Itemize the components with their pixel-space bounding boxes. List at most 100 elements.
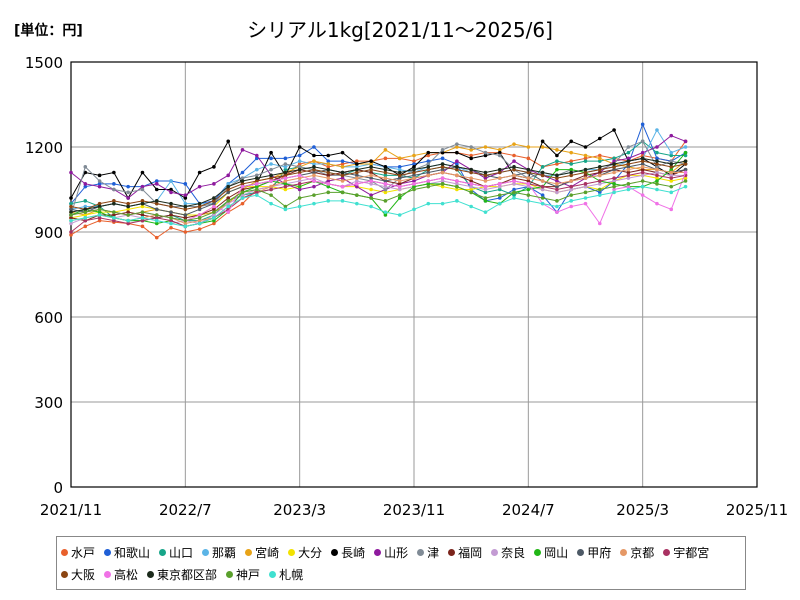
axes: 0 300 600 900 1200 1500 2021/11 2022/7 2023/3 202… xyxy=(25,54,788,519)
data-point xyxy=(440,148,445,152)
data-point xyxy=(283,207,288,212)
data-point xyxy=(469,182,473,186)
data-point xyxy=(412,184,416,189)
legend-item: 神戸 xyxy=(226,563,260,585)
data-point xyxy=(455,184,459,189)
data-point xyxy=(555,162,559,166)
data-point xyxy=(597,153,602,158)
data-point xyxy=(269,167,273,172)
data-point xyxy=(312,184,316,189)
data-point xyxy=(283,173,288,178)
data-point xyxy=(154,179,159,183)
data-point xyxy=(440,156,445,161)
data-point xyxy=(212,182,216,186)
data-point xyxy=(483,150,488,155)
data-point xyxy=(412,182,416,186)
series-line xyxy=(70,129,686,200)
data-point xyxy=(555,148,559,152)
data-point xyxy=(283,179,288,183)
data-point xyxy=(583,167,588,172)
data-point xyxy=(455,165,459,169)
data-point xyxy=(169,225,173,230)
data-point xyxy=(569,173,574,178)
data-point xyxy=(383,176,388,180)
data-point xyxy=(555,210,559,214)
data-point xyxy=(326,170,331,175)
data-point xyxy=(640,173,645,178)
data-point xyxy=(369,187,373,192)
data-point xyxy=(112,182,116,186)
data-point xyxy=(683,167,688,172)
data-point xyxy=(254,182,259,186)
data-point xyxy=(640,139,645,144)
data-point xyxy=(126,207,130,212)
data-point xyxy=(626,184,631,189)
data-point xyxy=(140,224,145,229)
data-point xyxy=(455,142,459,146)
data-point xyxy=(469,167,473,172)
data-point xyxy=(526,176,531,180)
data-point xyxy=(112,218,116,223)
legend-item: 山口 xyxy=(159,541,193,563)
data-point xyxy=(640,150,645,155)
data-point xyxy=(497,193,502,197)
data-point xyxy=(183,221,188,226)
data-point xyxy=(154,221,159,226)
data-point xyxy=(655,170,659,175)
data-point xyxy=(154,207,159,212)
data-point xyxy=(169,210,173,214)
y-tick-label: 1200 xyxy=(25,139,63,157)
data-point xyxy=(669,133,674,138)
data-point xyxy=(355,170,359,175)
legend-label: 大阪 xyxy=(71,567,96,582)
data-point xyxy=(226,190,231,195)
data-point xyxy=(540,201,545,206)
legend-label: 高松 xyxy=(114,567,139,582)
data-point xyxy=(397,165,402,169)
data-point xyxy=(640,184,645,189)
legend-marker-icon xyxy=(620,548,628,556)
data-point xyxy=(469,204,473,209)
y-tick-label: 0 xyxy=(53,479,63,497)
data-point xyxy=(283,176,288,180)
data-point xyxy=(140,213,145,217)
data-point xyxy=(326,199,331,203)
data-point xyxy=(226,182,231,186)
data-point xyxy=(140,210,145,214)
data-point xyxy=(397,167,402,172)
data-point xyxy=(569,150,574,155)
data-point xyxy=(383,210,388,214)
data-point xyxy=(83,210,88,214)
data-point xyxy=(97,184,102,189)
data-point xyxy=(154,216,159,220)
data-point xyxy=(69,216,73,220)
data-point xyxy=(669,165,674,169)
data-point xyxy=(383,156,388,161)
data-point xyxy=(297,167,302,172)
data-point xyxy=(597,193,602,197)
data-point xyxy=(97,173,102,178)
data-point xyxy=(555,182,559,186)
data-point xyxy=(297,196,302,200)
unit-label: [単位：円] xyxy=(14,23,83,39)
legend-marker-icon xyxy=(448,548,456,556)
data-point xyxy=(83,199,88,203)
data-point xyxy=(340,179,345,183)
data-point xyxy=(355,167,359,172)
data-point xyxy=(297,182,302,186)
data-point xyxy=(83,218,88,223)
data-point xyxy=(440,162,445,166)
data-point xyxy=(655,182,659,186)
data-point xyxy=(112,213,116,217)
data-point xyxy=(397,176,402,180)
data-point xyxy=(83,224,88,229)
data-point xyxy=(169,204,173,209)
data-point xyxy=(597,190,602,195)
data-point xyxy=(426,173,431,178)
data-point xyxy=(369,173,373,178)
legend-marker-icon xyxy=(159,548,167,556)
data-point xyxy=(683,153,688,158)
data-point xyxy=(212,204,216,209)
data-point xyxy=(626,187,631,192)
data-point xyxy=(655,173,659,178)
